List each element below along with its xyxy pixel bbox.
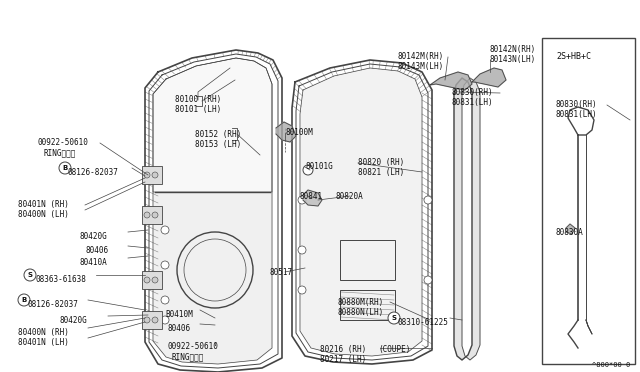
Circle shape — [424, 276, 432, 284]
Text: 80142M(RH): 80142M(RH) — [398, 52, 444, 61]
Text: 80831(LH): 80831(LH) — [556, 110, 598, 119]
Circle shape — [152, 277, 158, 283]
Bar — [340, 290, 395, 320]
Text: 80152 (RH): 80152 (RH) — [195, 130, 241, 139]
Text: ^800*00 0: ^800*00 0 — [592, 362, 630, 368]
Text: 80400N (RH): 80400N (RH) — [18, 328, 69, 337]
Text: 80217 (LH): 80217 (LH) — [320, 355, 366, 364]
Text: 80100 (RH): 80100 (RH) — [175, 95, 221, 104]
Text: 80142N(RH): 80142N(RH) — [490, 45, 536, 54]
Text: 80831(LH): 80831(LH) — [452, 98, 493, 107]
Text: B: B — [21, 297, 27, 303]
Circle shape — [24, 269, 36, 281]
Text: 80216 (RH): 80216 (RH) — [320, 345, 366, 354]
Bar — [142, 271, 162, 289]
Text: 80820 (RH): 80820 (RH) — [358, 158, 404, 167]
Circle shape — [152, 172, 158, 178]
Circle shape — [298, 286, 306, 294]
Text: 80101 (LH): 80101 (LH) — [175, 105, 221, 114]
Circle shape — [161, 226, 169, 234]
Text: RINGリング: RINGリング — [172, 352, 204, 361]
Text: 80841: 80841 — [300, 192, 323, 201]
Polygon shape — [566, 224, 575, 234]
Circle shape — [144, 317, 150, 323]
Circle shape — [18, 294, 30, 306]
Bar — [142, 206, 162, 224]
Text: RINGリング: RINGリング — [44, 148, 76, 157]
Text: 80153 (LH): 80153 (LH) — [195, 140, 241, 149]
Circle shape — [152, 317, 158, 323]
Text: 80420G: 80420G — [60, 316, 88, 325]
Text: 80101G: 80101G — [305, 162, 333, 171]
Circle shape — [303, 165, 313, 175]
Polygon shape — [303, 190, 322, 206]
Text: 08363-61638: 08363-61638 — [35, 275, 86, 284]
Circle shape — [161, 296, 169, 304]
Text: 2S+HB+C: 2S+HB+C — [556, 52, 591, 61]
Polygon shape — [454, 78, 480, 360]
Text: S: S — [392, 315, 397, 321]
Circle shape — [424, 196, 432, 204]
Polygon shape — [153, 192, 272, 364]
Circle shape — [388, 312, 400, 324]
Text: 80830(RH): 80830(RH) — [556, 100, 598, 109]
Circle shape — [298, 196, 306, 204]
Bar — [542, 38, 635, 364]
Circle shape — [59, 162, 71, 174]
Circle shape — [144, 277, 150, 283]
Text: 80401N (LH): 80401N (LH) — [18, 338, 69, 347]
Text: 80410A: 80410A — [80, 258, 108, 267]
Bar — [142, 166, 162, 184]
Text: S: S — [28, 272, 33, 278]
Text: 80401N (RH): 80401N (RH) — [18, 200, 69, 209]
Text: 08310-61225: 08310-61225 — [398, 318, 449, 327]
Text: (COUPE): (COUPE) — [378, 345, 410, 354]
Text: 80880M(RH): 80880M(RH) — [338, 298, 384, 307]
Text: 80821 (LH): 80821 (LH) — [358, 168, 404, 177]
Text: 80100M: 80100M — [285, 128, 313, 137]
Polygon shape — [300, 68, 422, 356]
Text: 80406: 80406 — [85, 246, 108, 255]
Polygon shape — [153, 58, 272, 192]
Circle shape — [161, 316, 169, 324]
Text: 08126-82037: 08126-82037 — [28, 300, 79, 309]
Text: B0410M: B0410M — [165, 310, 193, 319]
Text: 80820A: 80820A — [336, 192, 364, 201]
Text: 80400N (LH): 80400N (LH) — [18, 210, 69, 219]
Text: 80406: 80406 — [168, 324, 191, 333]
Text: 00922-50610: 00922-50610 — [38, 138, 89, 147]
Text: 80143N(LH): 80143N(LH) — [490, 55, 536, 64]
Circle shape — [152, 212, 158, 218]
Text: 08126-82037: 08126-82037 — [68, 168, 119, 177]
Circle shape — [161, 261, 169, 269]
Text: 80517: 80517 — [270, 268, 293, 277]
Bar — [340, 240, 395, 280]
Text: 80830(RH): 80830(RH) — [452, 88, 493, 97]
Text: 80143M(LH): 80143M(LH) — [398, 62, 444, 71]
Text: 80420G: 80420G — [80, 232, 108, 241]
Circle shape — [144, 212, 150, 218]
Text: 80880N(LH): 80880N(LH) — [338, 308, 384, 317]
Bar — [142, 311, 162, 329]
Polygon shape — [430, 72, 472, 90]
Polygon shape — [472, 68, 506, 87]
Circle shape — [144, 172, 150, 178]
Text: 00922-50610: 00922-50610 — [168, 342, 219, 351]
Polygon shape — [276, 122, 296, 142]
Text: 80830A: 80830A — [556, 228, 584, 237]
Text: B: B — [62, 165, 68, 171]
Circle shape — [298, 246, 306, 254]
